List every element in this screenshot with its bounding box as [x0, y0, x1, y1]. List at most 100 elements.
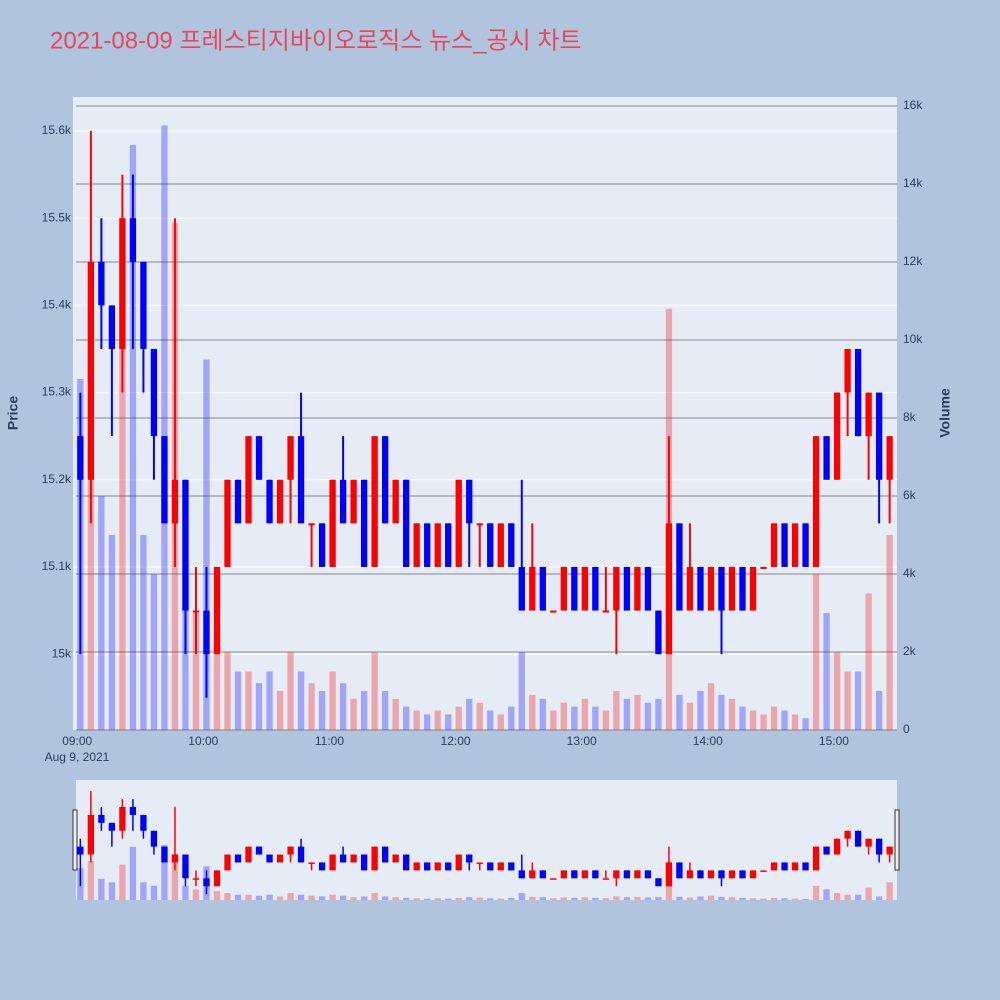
plot-area [73, 97, 897, 730]
slider-candle-body [339, 854, 347, 863]
candle-body [634, 566, 641, 611]
slider-volume-bar [854, 894, 862, 900]
candle-body [182, 479, 189, 611]
slider-candle-body [497, 862, 504, 871]
candle-body [581, 566, 588, 611]
slider-volume-bar [140, 882, 147, 900]
candle-body [329, 479, 336, 567]
slider-volume-bar [329, 894, 336, 900]
slider-candle-body [129, 807, 137, 815]
slider-candle-body [560, 870, 567, 879]
volume-bar [728, 698, 736, 730]
x-tick-label: 09:00 [62, 734, 92, 748]
candle-body [791, 523, 799, 567]
slider-volume-bar [644, 897, 652, 900]
volume-bar [329, 671, 336, 730]
candle-body [508, 523, 515, 567]
candle-body [455, 479, 462, 567]
volume-bar [539, 698, 546, 730]
slider-volume-bar [770, 897, 778, 900]
slider-volume-bar [571, 897, 578, 900]
slider-candle-body [602, 878, 610, 880]
slider-candle-body [676, 862, 683, 879]
candle-body [886, 436, 893, 480]
candle-body [466, 479, 473, 524]
slider-volume-bar [760, 898, 767, 900]
slider-candle-body [297, 846, 305, 863]
slider-volume-bar [119, 864, 126, 900]
slider-candle-body [875, 838, 883, 855]
slider-handle[interactable] [894, 809, 900, 871]
slider-volume-bar [560, 897, 567, 900]
slider-candle-body [161, 846, 168, 863]
slider-volume-bar [224, 892, 231, 900]
y2-tick-label: 16k [903, 98, 923, 112]
slider-volume-bar [445, 898, 452, 900]
volume-bar [802, 718, 809, 730]
candle-body [476, 523, 483, 526]
slider-volume-bar [865, 887, 872, 900]
volume-bar [129, 144, 137, 730]
slider-candle-body [234, 854, 242, 863]
slider-volume-bar [686, 897, 694, 900]
candle-body [77, 436, 84, 480]
volume-bar [854, 671, 862, 730]
candle-body [749, 566, 757, 611]
slider-volume-bar [108, 882, 116, 900]
candle-body [413, 523, 420, 567]
volume-bar [865, 593, 872, 730]
x-tick-label: 11:00 [315, 734, 344, 748]
slider-handle[interactable] [72, 809, 78, 871]
slider-volume-bar [213, 891, 221, 900]
slider-candle-body [613, 870, 620, 879]
slider-volume-bar [497, 898, 504, 900]
slider-volume-bar [245, 894, 252, 900]
candle-body [350, 479, 357, 524]
slider-volume-bar [749, 898, 757, 900]
slider-volume-bar [466, 897, 473, 900]
candle-body [665, 523, 673, 655]
slider-candle-body [466, 854, 473, 863]
volume-bar [844, 671, 851, 730]
range-slider [76, 780, 897, 900]
candle-body [655, 610, 662, 655]
slider-volume-bar [707, 895, 715, 900]
slider-candle-body [98, 814, 105, 823]
candle-body [287, 436, 294, 480]
candle-body [728, 566, 736, 611]
slider-candle-body [213, 870, 221, 887]
volume-bar [529, 694, 536, 730]
x-tick-label: 10:00 [188, 734, 218, 748]
slider-volume-bar [823, 889, 830, 900]
y2-tick-label: 6k [903, 488, 917, 502]
slider-volume-bar [728, 897, 736, 900]
slider-candle-body [581, 870, 588, 879]
slider-volume-bar [739, 897, 746, 900]
slider-volume-bar [581, 897, 588, 900]
candle-body [108, 305, 116, 349]
slider-volume-bar [434, 898, 441, 900]
volume-bar [581, 698, 588, 730]
candle-body [266, 479, 273, 524]
slider-volume-bar [382, 896, 389, 900]
candle-body [592, 566, 599, 611]
y-tick-label: 15.1k [42, 559, 72, 573]
x-sublabel: Aug 9, 2021 [45, 750, 110, 764]
slider-volume-bar [255, 895, 263, 900]
candle-body [234, 479, 242, 524]
volume-bar [707, 683, 715, 730]
slider-volume-bar [192, 889, 200, 900]
slider-candle-body [844, 830, 851, 839]
volume-bar [203, 359, 210, 730]
slider-candle-body [182, 854, 189, 879]
volume-bar [339, 683, 347, 730]
slider-candle-body [476, 862, 483, 864]
slider-candle-body [865, 838, 872, 847]
volume-bar [150, 573, 158, 730]
slider-candle-body [550, 878, 557, 880]
slider-candle-body [518, 870, 525, 879]
slider-candle-body [833, 838, 841, 855]
candle-body [87, 261, 95, 480]
slider-volume-bar [697, 896, 704, 900]
candle-body [129, 218, 137, 262]
